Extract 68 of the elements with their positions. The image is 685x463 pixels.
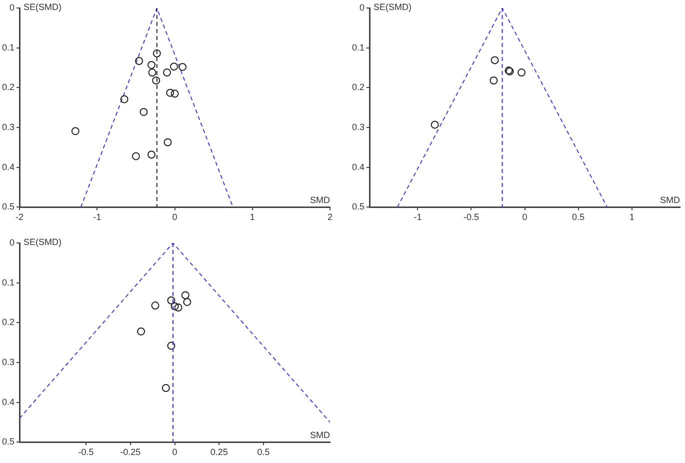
- point: [152, 49, 161, 58]
- y-axis-title: SE(SMD): [374, 2, 412, 12]
- point: [181, 291, 190, 300]
- point: [148, 68, 156, 77]
- point: [135, 56, 144, 65]
- point: [167, 296, 176, 304]
- y-tick-label: 0.3: [352, 122, 365, 132]
- y-tick-label: 0.5: [2, 436, 15, 447]
- x-axis-title: SMD: [310, 430, 330, 440]
- x-tick-label: 0: [172, 212, 178, 222]
- y-tick-label: 0.1: [2, 42, 15, 52]
- point: [132, 152, 140, 160]
- point: [170, 302, 179, 310]
- point: [147, 150, 156, 159]
- y-tick-label: 0.3: [2, 357, 15, 368]
- point: [164, 138, 172, 146]
- x-tick-label: -0.5: [463, 212, 479, 222]
- x-axis-title: SMD: [660, 195, 680, 206]
- point: [151, 302, 160, 310]
- point: [178, 62, 187, 71]
- point: [166, 88, 174, 97]
- point: [137, 327, 146, 336]
- y-tick-label: 0.4: [352, 162, 365, 172]
- x-tick-label: -0.5: [78, 447, 94, 458]
- y-axis-title: SE(SMD): [24, 2, 62, 12]
- point: [162, 68, 171, 77]
- point: [170, 62, 178, 71]
- y-tick-label: 0.5: [2, 202, 15, 212]
- x-tick-label: -1: [414, 212, 422, 222]
- y-tick-label: 0.4: [2, 396, 15, 407]
- point: [174, 304, 182, 312]
- point: [71, 127, 80, 136]
- point: [152, 76, 160, 85]
- point: [120, 95, 128, 104]
- y-tick-label: 0.1: [2, 277, 15, 288]
- x-tick-label: 0: [522, 212, 528, 222]
- y-tick-label: 0.1: [352, 42, 365, 52]
- point: [490, 76, 498, 85]
- x-tick-label: 0.5: [572, 212, 585, 222]
- point: [147, 60, 156, 69]
- y-tick-label: 0: [359, 2, 365, 12]
- y-axis-title: SE(SMD): [24, 236, 62, 247]
- y-tick-label: 0.3: [2, 122, 15, 132]
- y-tick-label: 0.2: [2, 317, 15, 328]
- x-tick-label: 0.5: [257, 447, 270, 458]
- point: [183, 298, 192, 306]
- y-tick-label: 0.4: [2, 162, 15, 172]
- y-tick-label: 0.2: [352, 82, 365, 92]
- point: [162, 384, 170, 392]
- x-tick-label: 1: [250, 212, 255, 222]
- x-tick-label: 0.25: [210, 447, 228, 458]
- x-tick-label: -1: [93, 212, 102, 222]
- point: [140, 108, 148, 116]
- x-tick-label: 1: [629, 212, 634, 222]
- point: [170, 90, 179, 98]
- point: [518, 68, 526, 77]
- point: [167, 342, 176, 350]
- x-tick-label: 2: [327, 212, 333, 222]
- y-tick-label: 0.5: [352, 202, 365, 212]
- y-tick-label: 0.2: [2, 82, 15, 92]
- point: [430, 120, 439, 129]
- x-tick-label: -0.25: [120, 447, 141, 458]
- point: [490, 56, 499, 64]
- x-tick-label: -2: [16, 212, 24, 222]
- y-tick-label: 0: [9, 237, 15, 248]
- x-tick-label: 0: [172, 447, 178, 458]
- x-axis-title: SMD: [310, 195, 330, 206]
- y-tick-label: 0: [9, 2, 15, 12]
